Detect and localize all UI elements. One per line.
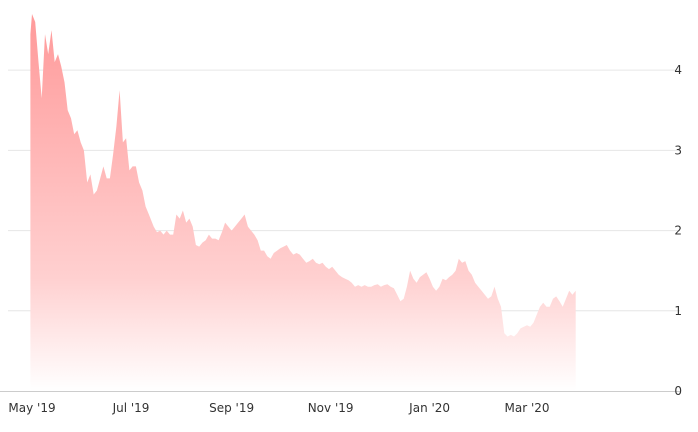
x-tick-label: Nov '19 [308, 401, 354, 415]
y-tick-label: 0 [674, 384, 682, 398]
series-area [30, 14, 576, 391]
y-tick-label: 2 [674, 224, 682, 238]
x-tick-label: Jan '20 [408, 401, 450, 415]
y-tick-label: 3 [674, 143, 682, 157]
y-tick-label: 1 [674, 304, 682, 318]
x-tick-label: Mar '20 [504, 401, 549, 415]
series-area-fill [30, 14, 576, 391]
x-tick-label: Sep '19 [209, 401, 254, 415]
y-tick-label: 4 [674, 63, 682, 77]
x-tick-label: May '19 [8, 401, 55, 415]
y-axis-labels: 0 1 2 3 4 [674, 63, 682, 398]
x-tick-label: Jul '19 [112, 401, 150, 415]
x-axis-labels: May '19 Jul '19 Sep '19 Nov '19 Jan '20 Mar '… [8, 401, 549, 415]
